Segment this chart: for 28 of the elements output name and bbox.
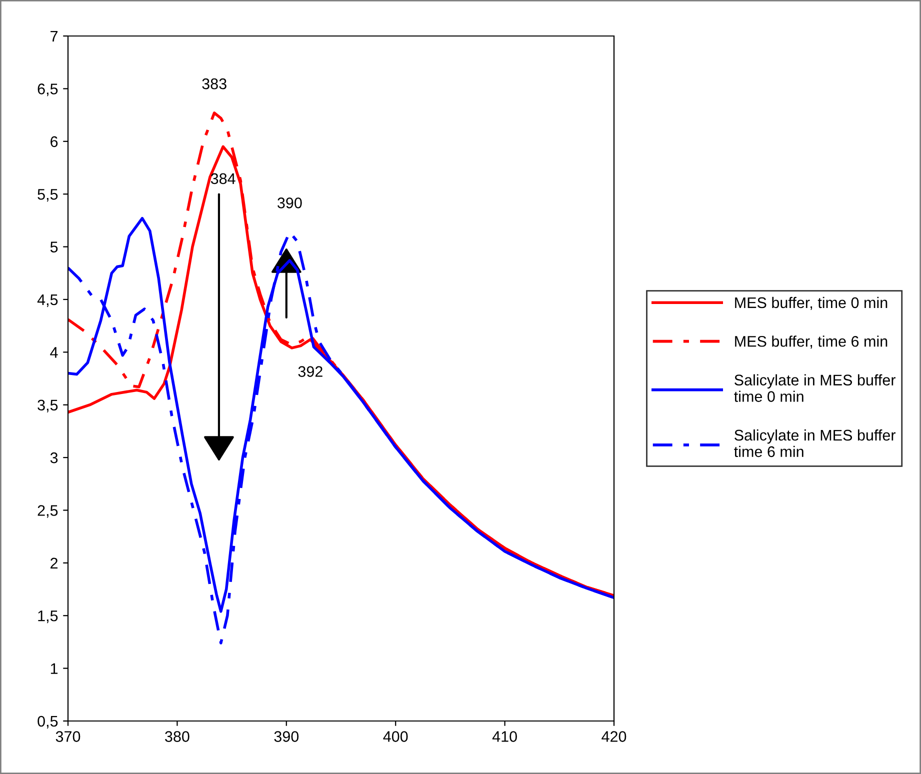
y-tick-label: 5 (50, 242, 58, 252)
annotation: 392 (298, 366, 322, 377)
legend-label: MES buffer, time 6 min (735, 336, 888, 349)
y-tick-label: 1 (50, 663, 58, 674)
y-tick-label: 7 (50, 31, 58, 42)
y-tick-label: 3,5 (38, 400, 58, 412)
y-tick-label: 6,5 (38, 84, 58, 96)
legend-label: MES buffer, time 0 min (735, 296, 888, 310)
y-tick-label: 4 (50, 347, 58, 358)
x-tick-label: 410 (492, 731, 517, 742)
x-tick-label: 370 (56, 731, 80, 742)
y-tick-label: 2,5 (38, 505, 58, 518)
y-tick-label: 2 (50, 558, 58, 568)
y-tick-label: 0,5 (38, 716, 58, 728)
annotation: 384 (210, 173, 236, 184)
x-tick-label: 400 (383, 731, 408, 742)
y-tick-label: 4,5 (37, 294, 58, 307)
x-tick-label: 380 (165, 731, 190, 742)
annotation: 383 (202, 78, 226, 90)
legend-label: Salicylate in MES buffer time 6 min (734, 429, 896, 458)
y-tick-label: 5,5 (38, 189, 58, 202)
y-tick-label: 3 (50, 452, 58, 464)
y-tick-label: 1,5 (38, 610, 58, 624)
x-tick-label: 390 (274, 731, 299, 742)
x-tick-label: 420 (602, 731, 626, 742)
y-tick-label: 6 (50, 136, 58, 148)
annotation: 390 (278, 198, 302, 208)
legend-label: Salicylate in MES buffer time 0 min (734, 374, 896, 402)
